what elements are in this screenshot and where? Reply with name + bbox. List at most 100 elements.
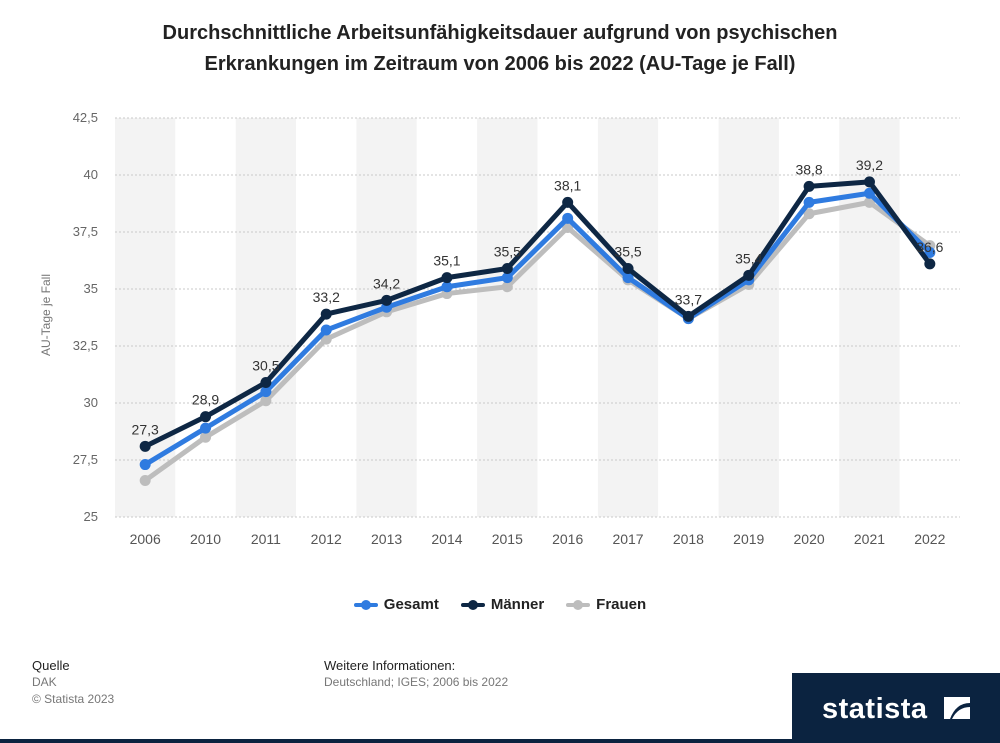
data-point-frauen — [803, 208, 815, 220]
data-label: 35,1 — [433, 253, 460, 269]
x-tick-label: 2011 — [251, 531, 281, 547]
data-point-maenner — [622, 262, 634, 274]
legend-item-frauen[interactable]: Frauen — [566, 596, 646, 613]
info-heading: Weitere Informationen: — [324, 658, 456, 673]
x-tick-label: 2012 — [311, 531, 342, 547]
column-band — [537, 118, 598, 517]
data-label: 35,5 — [494, 243, 521, 259]
column-band — [115, 118, 176, 517]
y-tick-label: 35 — [84, 281, 98, 296]
column-band — [778, 118, 840, 517]
chart-title-line-2: Erkrankungen im Zeitraum von 2006 bis 20… — [204, 53, 796, 75]
data-point-frauen — [139, 475, 151, 487]
source-heading: Quelle — [32, 658, 70, 673]
x-tick-label: 2022 — [914, 531, 945, 547]
y-tick-label: 42,5 — [73, 110, 98, 125]
data-point-gesamt — [139, 459, 151, 471]
series-line-gesamt — [142, 190, 933, 468]
legend-swatch-gesamt — [353, 598, 378, 612]
data-label: 36,6 — [916, 239, 943, 255]
data-label: 39,2 — [856, 157, 883, 173]
x-tick-label: 2019 — [733, 531, 764, 547]
source-block: Quelle DAK © Statista 2023 — [32, 657, 114, 708]
data-point-gesamt — [863, 187, 875, 199]
legend-label-frauen: Frauen — [596, 596, 647, 613]
x-tick-label: 2015 — [492, 531, 523, 547]
legend-swatch-frauen — [566, 598, 591, 612]
data-point-maenner — [562, 196, 574, 208]
series-line-frauen — [142, 199, 933, 484]
column-band — [718, 118, 779, 517]
chart-title-line-1: Durchschnittliche Arbeitsunfähigkeitsdau… — [162, 22, 838, 44]
data-label: 28,9 — [192, 392, 219, 408]
x-tick-label: 2016 — [552, 531, 583, 547]
data-point-frauen — [200, 431, 212, 443]
data-point-maenner — [682, 310, 694, 322]
legend-item-gesamt[interactable]: Gesamt — [353, 596, 439, 613]
legend: Gesamt Männer Frauen — [0, 596, 1000, 613]
data-point-maenner — [441, 272, 453, 284]
info-text: Deutschland; IGES; 2006 bis 2022 — [324, 675, 509, 689]
line-chart: 25 27,5 30 32,5 35 37,5 40 42,5 2006 2010 2011 2012… — [73, 110, 960, 547]
data-point-gesamt — [803, 196, 815, 208]
column-band — [477, 118, 538, 517]
y-tick-label: 27,5 — [73, 452, 98, 467]
x-tick-label: 2021 — [854, 531, 885, 547]
data-point-frauen — [863, 196, 875, 208]
legend-label-gesamt: Gesamt — [383, 596, 439, 613]
data-label: 38,1 — [554, 177, 581, 193]
data-point-maenner — [863, 176, 875, 188]
y-tick-label: 30 — [84, 395, 98, 410]
y-tick-label: 37,5 — [73, 224, 98, 239]
data-point-gesamt — [501, 272, 513, 284]
data-label: 33,7 — [675, 291, 702, 307]
x-tick-label: 2020 — [794, 531, 825, 547]
column-band — [597, 118, 659, 517]
data-point-maenner — [200, 411, 212, 423]
data-point-maenner — [803, 180, 815, 192]
x-tick-label: 2018 — [673, 531, 704, 547]
data-point-maenner — [320, 308, 332, 320]
y-tick-label: 40 — [84, 167, 98, 182]
bottom-bar — [0, 739, 792, 743]
statista-logo[interactable]: statista — [792, 673, 1000, 743]
legend-item-maenner[interactable]: Männer — [460, 596, 545, 613]
data-point-gesamt — [200, 422, 212, 434]
data-label: 35,5 — [614, 243, 641, 259]
data-point-gesamt — [924, 247, 936, 259]
column-band — [416, 118, 478, 517]
data-point-gesamt — [622, 272, 634, 284]
data-point-maenner — [139, 440, 151, 452]
data-point-frauen — [501, 281, 513, 293]
data-point-maenner — [501, 262, 513, 274]
data-label: 34,2 — [373, 275, 400, 291]
legend-label-maenner: Männer — [490, 596, 545, 613]
statista-logo-icon — [944, 697, 970, 719]
y-tick-label: 25 — [84, 509, 98, 524]
x-tick-label: 2013 — [371, 531, 402, 547]
info-block: Weitere Informationen: Deutschland; IGES… — [324, 657, 508, 691]
data-label: 30,5 — [252, 357, 279, 373]
data-label: 35,4 — [735, 250, 762, 266]
data-point-frauen — [562, 221, 574, 233]
source-name: DAK — [32, 675, 57, 689]
data-label: 27,3 — [132, 421, 159, 437]
data-point-gesamt — [562, 212, 574, 224]
chart-title: Durchschnittliche Arbeitsunfähigkeitsdau… — [0, 18, 1000, 80]
series-line-maenner — [142, 179, 933, 449]
legend-swatch-maenner — [460, 598, 485, 612]
data-point-maenner — [381, 294, 393, 306]
y-axis-label: AU-Tage je Fall — [39, 273, 53, 357]
x-tick-label: 2017 — [612, 531, 643, 547]
column-band — [899, 118, 960, 517]
data-point-maenner — [743, 269, 755, 281]
data-label: 33,2 — [313, 289, 340, 305]
data-point-gesamt — [260, 386, 272, 398]
data-point-frauen — [260, 395, 272, 407]
data-label: 38,8 — [795, 161, 822, 177]
data-point-gesamt — [320, 324, 332, 336]
column-band — [175, 118, 236, 517]
y-tick-label: 32,5 — [73, 338, 98, 353]
x-tick-label: 2014 — [431, 531, 462, 547]
column-band — [235, 118, 297, 517]
